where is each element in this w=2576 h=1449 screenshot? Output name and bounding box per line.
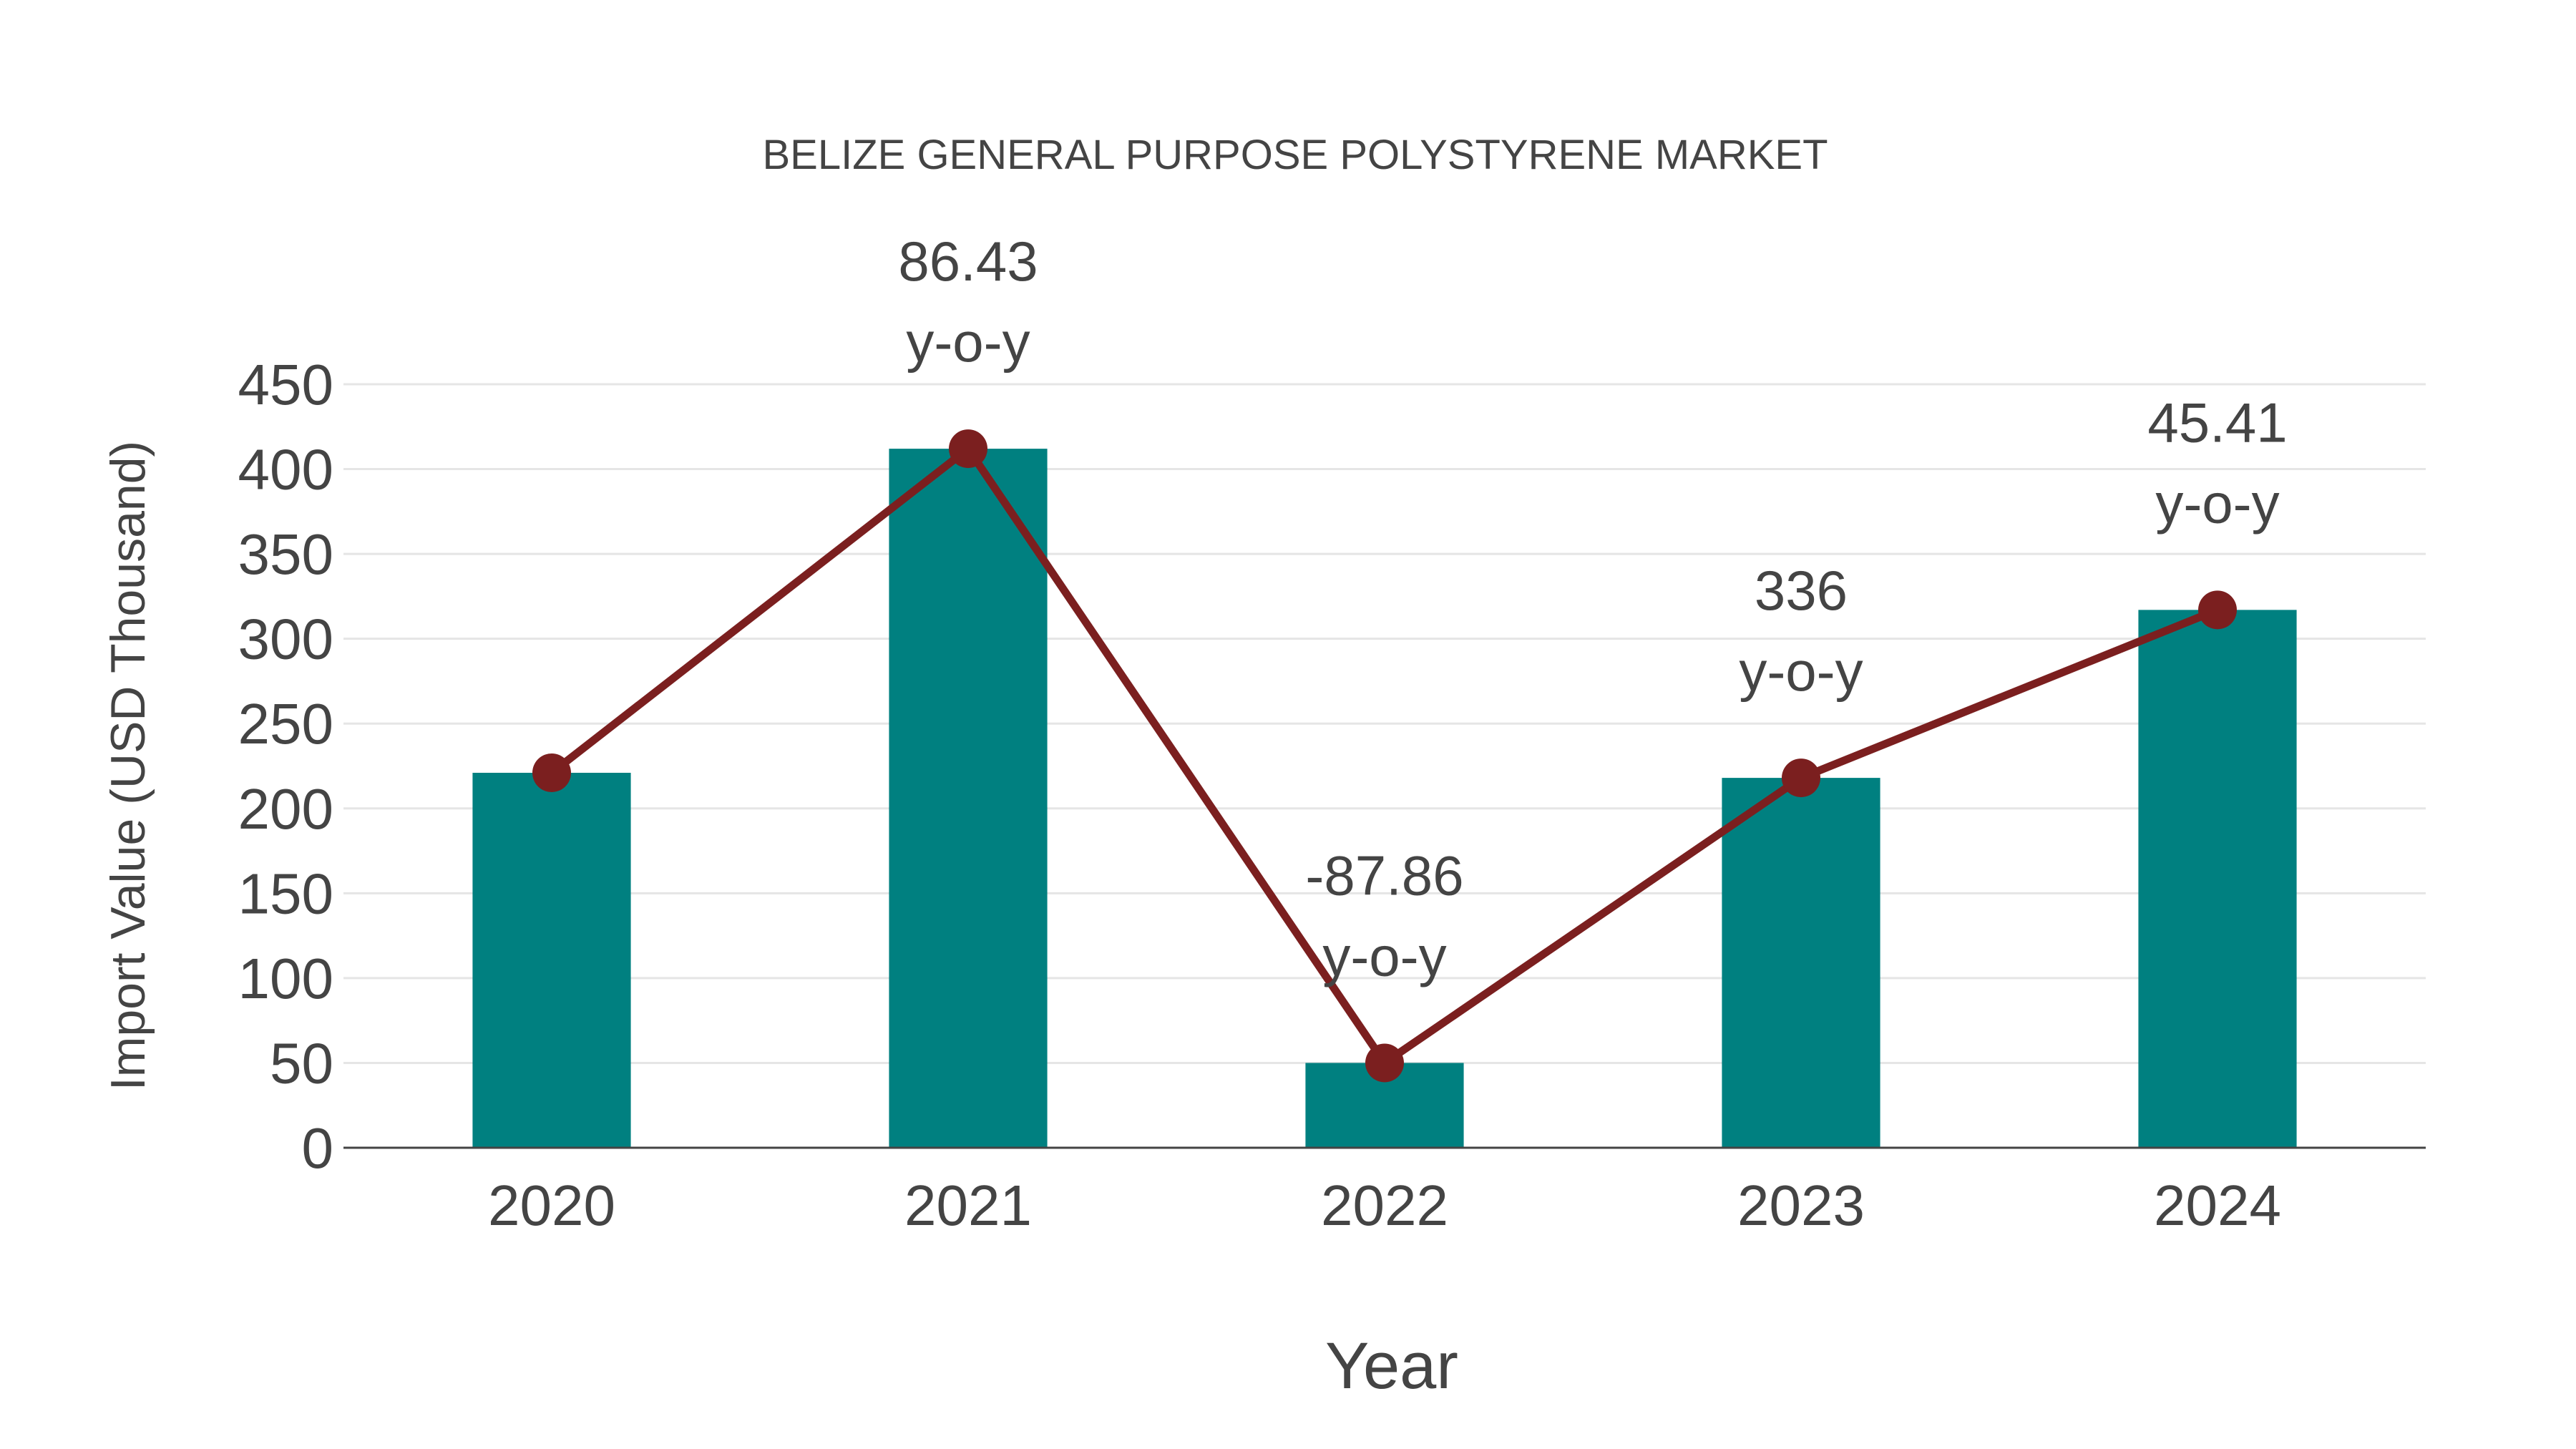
bar-2023[interactable]: [1722, 778, 1880, 1148]
yoy-suffix: y-o-y: [906, 311, 1030, 374]
bar-2021[interactable]: [889, 449, 1048, 1148]
yoy-suffix: y-o-y: [1322, 924, 1446, 987]
y-axis-title: Import Value (USD Thousand): [101, 441, 155, 1091]
y-tick-label: 200: [238, 777, 333, 841]
chart-title: BELIZE GENERAL PURPOSE POLYSTYRENE MARKE…: [762, 132, 1828, 178]
y-tick-label: 450: [238, 353, 333, 416]
x-tick-label: 2020: [488, 1174, 615, 1237]
line-series: [532, 429, 2237, 1083]
bar-2020[interactable]: [472, 772, 631, 1148]
x-tick-label: 2024: [2154, 1174, 2281, 1237]
x-tick-label: 2022: [1321, 1174, 1448, 1237]
line-marker-2022[interactable]: [1365, 1043, 1404, 1083]
line-marker-2020[interactable]: [532, 753, 571, 792]
y-tick-label: 300: [238, 608, 333, 671]
yoy-suffix: y-o-y: [1739, 640, 1863, 703]
yoy-value: -87.86: [1305, 844, 1463, 907]
x-tick-label: 2021: [904, 1174, 1032, 1237]
bar-2024[interactable]: [2138, 610, 2297, 1148]
line-marker-2021[interactable]: [949, 429, 987, 469]
y-tick-label: 400: [238, 438, 333, 502]
y-tick-label: 100: [238, 947, 333, 1010]
y-tick-label: 0: [302, 1116, 334, 1180]
yoy-annotations: 86.43 y-o-y -87.86 y-o-y 336 y-o-y 45.41 y-o-y: [898, 230, 2287, 987]
yoy-value: 336: [1755, 559, 1848, 622]
yoy-suffix: y-o-y: [2155, 472, 2279, 535]
x-axis-title: Year: [1325, 1330, 1458, 1402]
line-marker-2024[interactable]: [2198, 590, 2237, 630]
y-tick-label: 250: [238, 692, 333, 756]
y-tick-label: 150: [238, 862, 333, 925]
y-tick-label: 350: [238, 522, 333, 586]
x-tick-label: 2023: [1737, 1174, 1865, 1237]
x-axis-ticks: 2020 2021 2022 2023 2024: [488, 1174, 2281, 1237]
bar-series: [472, 449, 2297, 1148]
y-axis-ticks: 0 50 100 150 200 250 300 350 400 450: [238, 353, 333, 1180]
line-marker-2023[interactable]: [1782, 758, 1820, 798]
y-tick-label: 50: [270, 1031, 333, 1095]
yoy-value: 86.43: [898, 230, 1038, 293]
yoy-value: 45.41: [2147, 391, 2287, 454]
gridlines: [343, 383, 2426, 1064]
